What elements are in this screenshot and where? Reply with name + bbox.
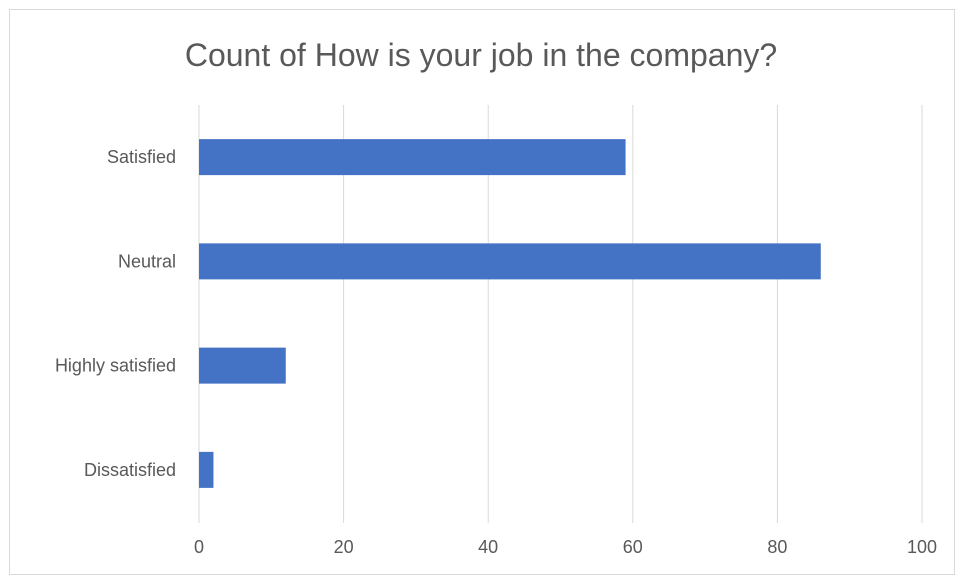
x-tick-label: 40 [478, 537, 498, 557]
x-tick-label: 20 [334, 537, 354, 557]
x-tick-labels: 0 20 40 60 80 100 [194, 537, 937, 557]
bar-neutral [199, 243, 821, 280]
x-tick-label: 0 [194, 537, 204, 557]
x-tick-label: 80 [767, 537, 787, 557]
chart-frame [9, 9, 955, 575]
category-label: Dissatisfied [84, 460, 176, 480]
category-label: Highly satisfied [55, 356, 176, 376]
x-tick-label: 60 [623, 537, 643, 557]
bar-satisfied [199, 139, 626, 176]
category-label: Neutral [118, 251, 176, 271]
bar-highly-satisfied [199, 347, 286, 384]
x-tick-label: 100 [907, 537, 937, 557]
chart-title: Count of How is your job in the company? [185, 37, 777, 73]
bar-dissatisfied [199, 451, 214, 488]
bars [199, 139, 821, 488]
category-label: Satisfied [107, 147, 176, 167]
category-labels: Satisfied Neutral Highly satisfied Dissatis… [55, 147, 176, 480]
